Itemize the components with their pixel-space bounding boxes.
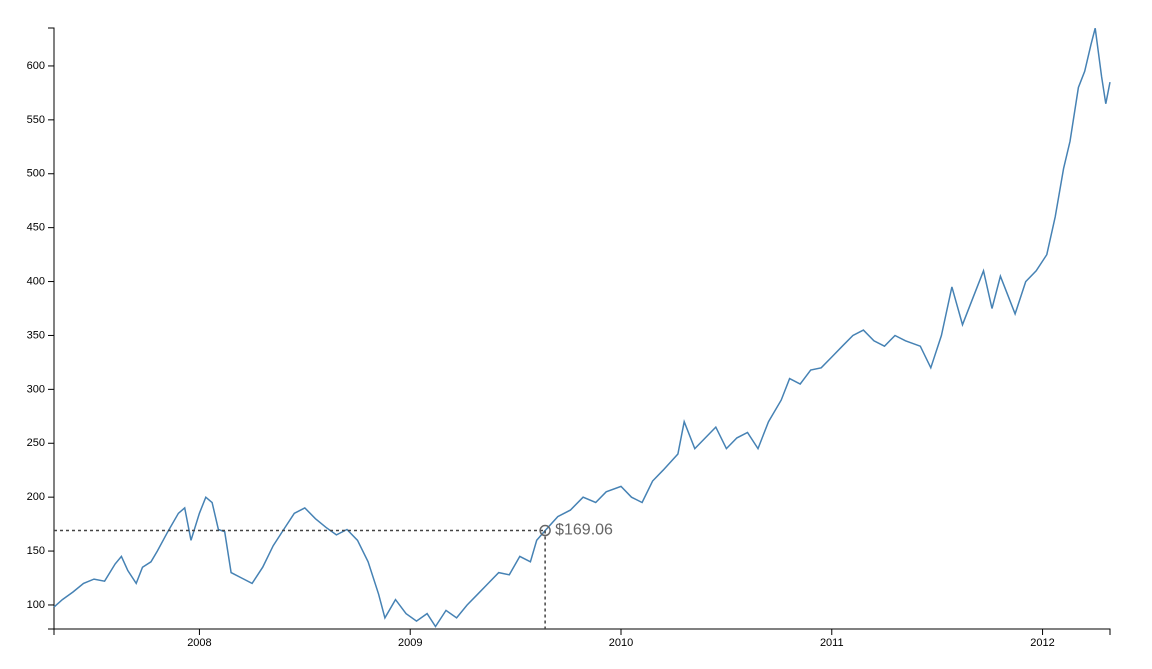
y-axis: [48, 27, 55, 630]
x-tick-label: 2012: [1030, 637, 1054, 649]
y-tick-label: 300: [27, 383, 45, 395]
y-tick-label: 600: [27, 60, 45, 72]
y-tick-label: 250: [27, 437, 45, 449]
x-tick-label: 2009: [398, 637, 422, 649]
focus-point: [539, 524, 551, 537]
y-tick-label: 400: [27, 275, 45, 287]
x-tick-label: 2010: [609, 637, 633, 649]
y-tick-label: 350: [27, 329, 45, 341]
price-line: [53, 28, 1111, 628]
y-tick-label: 150: [27, 545, 45, 557]
x-tick-label: 2008: [187, 637, 211, 649]
x-tick-label: 2011: [820, 637, 844, 649]
y-tick-label: 200: [27, 491, 45, 503]
x-axis: [53, 628, 1111, 635]
y-tick-label: 450: [27, 222, 45, 234]
y-tick-label: 500: [27, 168, 45, 180]
focus-label: $169.06: [555, 522, 613, 539]
y-tick-label: 550: [27, 114, 45, 126]
y-tick-label: 100: [27, 599, 45, 611]
